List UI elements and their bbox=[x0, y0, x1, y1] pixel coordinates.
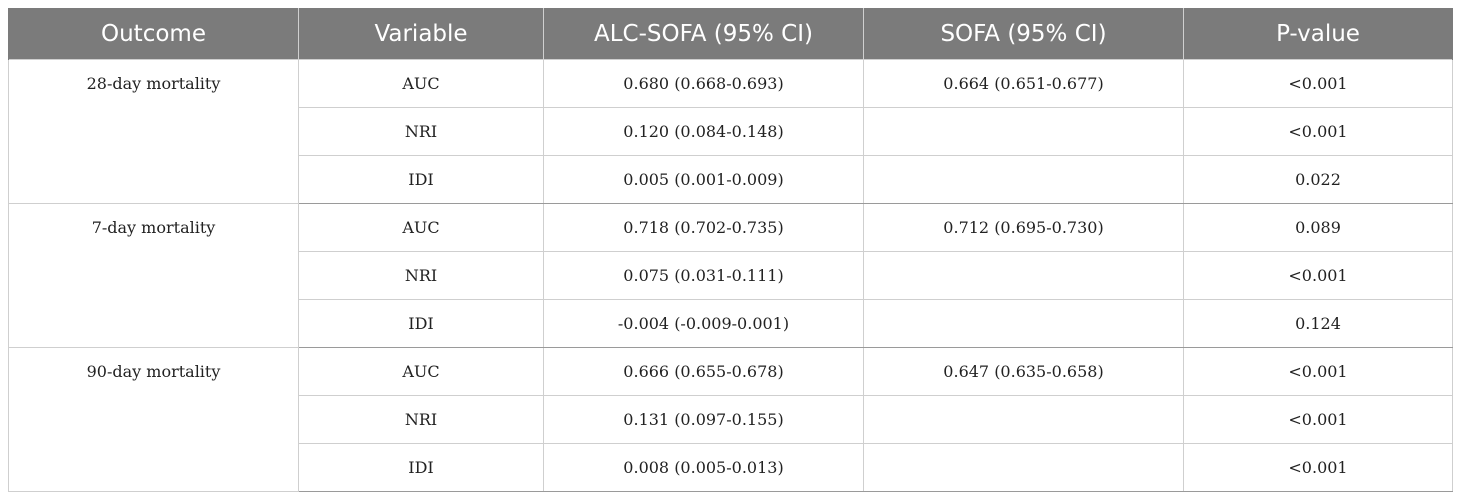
table-row: NRI 0.120 (0.084-0.148) <0.001 bbox=[9, 107, 1453, 156]
header-sofa: SOFA (95% CI) bbox=[863, 8, 1184, 60]
alc-sofa-cell: 0.680 (0.668-0.693) bbox=[543, 59, 864, 108]
table-row: IDI 0.005 (0.001-0.009) 0.022 bbox=[9, 155, 1453, 204]
sofa-cell: 0.647 (0.635-0.658) bbox=[863, 347, 1184, 396]
outcome-cell: 90-day mortality bbox=[8, 347, 299, 492]
sofa-cell bbox=[863, 107, 1184, 156]
table-row: IDI 0.008 (0.005-0.013) <0.001 bbox=[9, 443, 1453, 492]
sofa-cell bbox=[863, 299, 1184, 348]
header-p-value: P-value bbox=[1183, 8, 1453, 60]
variable-cell: NRI bbox=[298, 395, 544, 444]
variable-cell: IDI bbox=[298, 155, 544, 204]
sofa-cell bbox=[863, 395, 1184, 444]
sofa-cell bbox=[863, 443, 1184, 492]
alc-sofa-cell: 0.120 (0.084-0.148) bbox=[543, 107, 864, 156]
outcome-cell: 7-day mortality bbox=[8, 203, 299, 348]
p-value-cell: <0.001 bbox=[1183, 59, 1453, 108]
header-outcome: Outcome bbox=[8, 8, 299, 60]
alc-sofa-cell: 0.131 (0.097-0.155) bbox=[543, 395, 864, 444]
variable-cell: IDI bbox=[298, 443, 544, 492]
header-alc-sofa: ALC-SOFA (95% CI) bbox=[543, 8, 864, 60]
sofa-cell: 0.712 (0.695-0.730) bbox=[863, 203, 1184, 252]
p-value-cell: <0.001 bbox=[1183, 347, 1453, 396]
variable-cell: NRI bbox=[298, 251, 544, 300]
p-value-cell: <0.001 bbox=[1183, 107, 1453, 156]
variable-cell: AUC bbox=[298, 59, 544, 108]
p-value-cell: <0.001 bbox=[1183, 251, 1453, 300]
variable-cell: AUC bbox=[298, 203, 544, 252]
table-row: 90-day mortality AUC 0.666 (0.655-0.678)… bbox=[8, 347, 1453, 492]
results-table: Outcome Variable ALC-SOFA (95% CI) SOFA … bbox=[8, 8, 1453, 492]
p-value-cell: <0.001 bbox=[1183, 443, 1453, 492]
p-value-cell: 0.089 bbox=[1183, 203, 1453, 252]
alc-sofa-cell: 0.005 (0.001-0.009) bbox=[543, 155, 864, 204]
variable-cell: AUC bbox=[298, 347, 544, 396]
table-row: NRI 0.131 (0.097-0.155) <0.001 bbox=[9, 395, 1453, 444]
alc-sofa-cell: 0.008 (0.005-0.013) bbox=[543, 443, 864, 492]
alc-sofa-cell: 0.666 (0.655-0.678) bbox=[543, 347, 864, 396]
sofa-cell bbox=[863, 155, 1184, 204]
sofa-cell: 0.664 (0.651-0.677) bbox=[863, 59, 1184, 108]
table-row: NRI 0.075 (0.031-0.111) <0.001 bbox=[9, 251, 1453, 300]
outcome-cell: 28-day mortality bbox=[8, 59, 299, 204]
alc-sofa-cell: -0.004 (-0.009-0.001) bbox=[543, 299, 864, 348]
variable-cell: NRI bbox=[298, 107, 544, 156]
variable-cell: IDI bbox=[298, 299, 544, 348]
header-variable: Variable bbox=[298, 8, 544, 60]
sofa-cell bbox=[863, 251, 1184, 300]
p-value-cell: <0.001 bbox=[1183, 395, 1453, 444]
table-row: IDI -0.004 (-0.009-0.001) 0.124 bbox=[9, 299, 1453, 348]
table-row: 7-day mortality AUC 0.718 (0.702-0.735) … bbox=[8, 203, 1453, 348]
alc-sofa-cell: 0.075 (0.031-0.111) bbox=[543, 251, 864, 300]
header-row: Outcome Variable ALC-SOFA (95% CI) SOFA … bbox=[8, 8, 1453, 60]
alc-sofa-cell: 0.718 (0.702-0.735) bbox=[543, 203, 864, 252]
p-value-cell: 0.124 bbox=[1183, 299, 1453, 348]
table-row: 28-day mortality AUC 0.680 (0.668-0.693)… bbox=[8, 59, 1453, 204]
p-value-cell: 0.022 bbox=[1183, 155, 1453, 204]
